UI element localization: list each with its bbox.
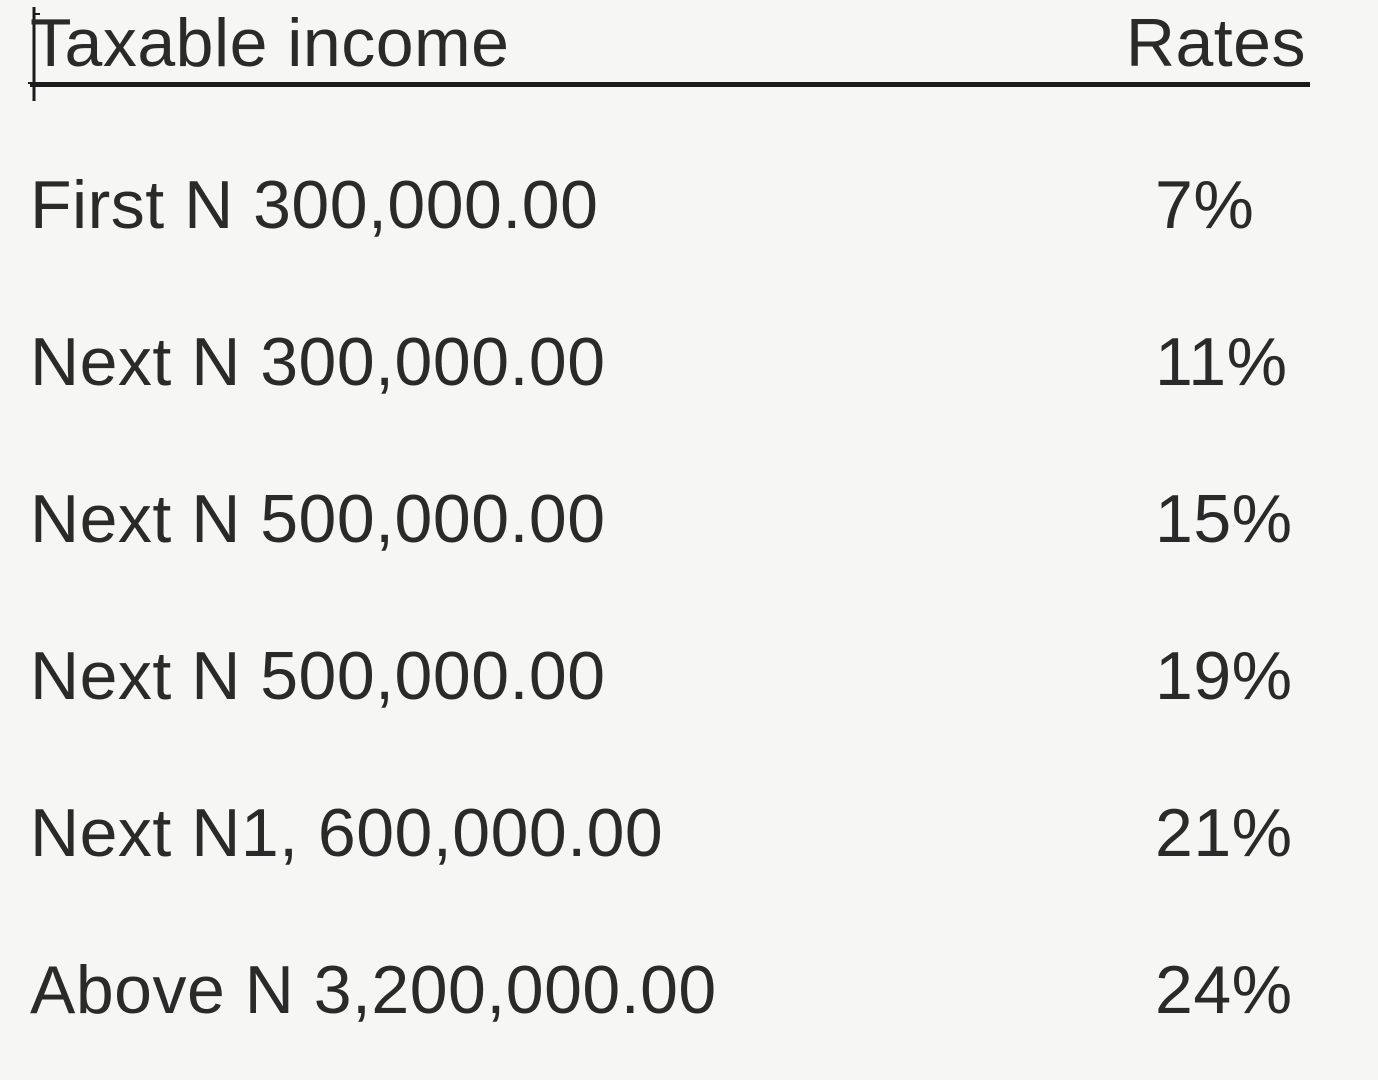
table-row: Next N 500,000.00 15%: [30, 484, 1310, 554]
rate-cell: 24%: [1155, 952, 1293, 1028]
income-cell: Next N 500,000.00: [30, 481, 606, 557]
income-cell: Next N 300,000.00: [30, 324, 606, 400]
column-header-rates: Rates: [1125, 5, 1306, 81]
table-row: Next N 300,000.00 11%: [30, 327, 1310, 397]
rate-cell: 19%: [1155, 638, 1293, 714]
rate-cell: 21%: [1155, 795, 1293, 871]
tax-rate-table: Taxable income Rates First N 300,000.00 …: [30, 8, 1310, 1025]
rate-cell: 7%: [1155, 167, 1255, 243]
income-cell: Next N1, 600,000.00: [30, 795, 664, 871]
table-row: Above N 3,200,000.00 24%: [30, 955, 1310, 1025]
income-cell: First N 300,000.00: [30, 167, 599, 243]
table-header-row: Taxable income Rates: [30, 8, 1310, 87]
rate-cell: 11%: [1155, 324, 1288, 400]
table-row: Next N 500,000.00 19%: [30, 641, 1310, 711]
column-header-taxable-income: Taxable income: [30, 5, 510, 81]
rate-cell: 15%: [1155, 481, 1293, 557]
income-cell: Next N 500,000.00: [30, 638, 606, 714]
table-row: First N 300,000.00 7%: [30, 170, 1310, 240]
income-cell: Above N 3,200,000.00: [30, 952, 717, 1028]
table-row: Next N1, 600,000.00 21%: [30, 798, 1310, 868]
